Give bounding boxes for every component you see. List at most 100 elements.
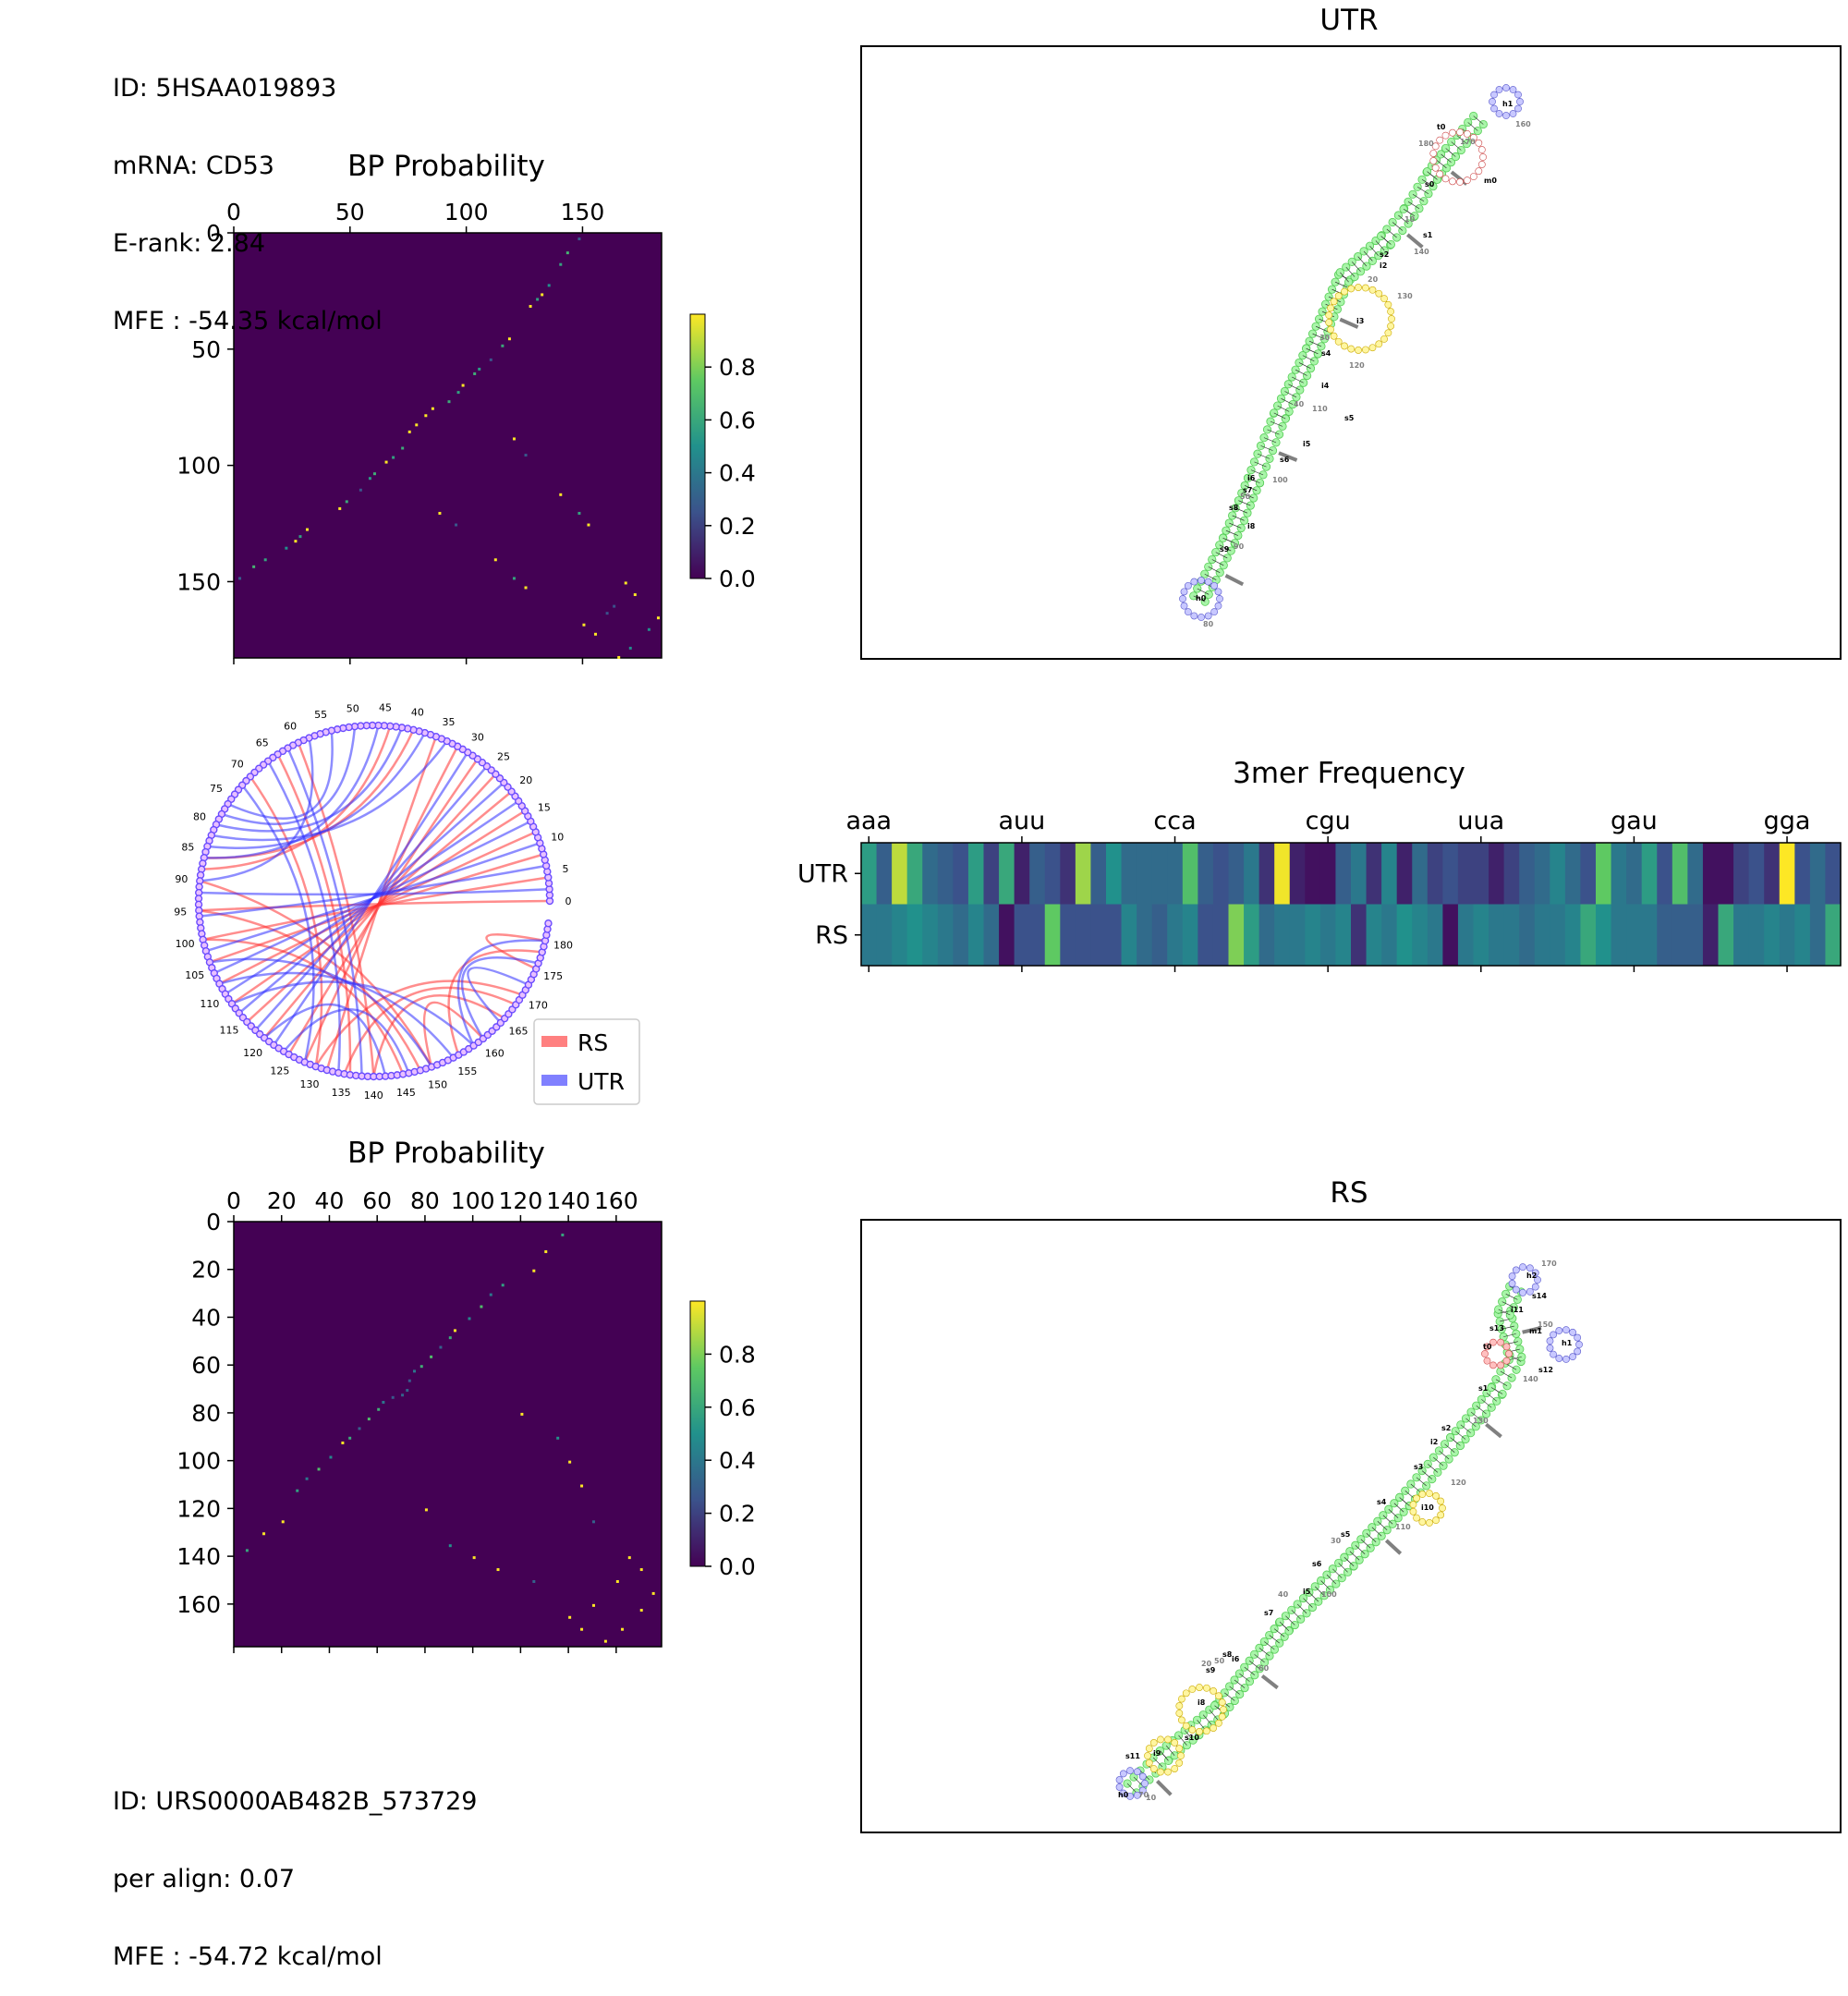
kmer-cell: [1733, 904, 1750, 966]
bp-mark: [496, 1568, 500, 1572]
nucleotide: [1215, 568, 1224, 578]
base-pair: [1225, 529, 1238, 536]
loop-nucleotide: [1325, 311, 1333, 319]
base-pair: [1386, 228, 1397, 238]
loop-nucleotide: [1164, 1735, 1172, 1744]
kmer-cell: [922, 904, 939, 966]
loop-nucleotide: [1481, 1350, 1489, 1357]
kmer-cell: [1779, 904, 1795, 966]
base-pair: [1340, 272, 1349, 283]
kmer-cell: [1182, 904, 1198, 966]
kmer-cell: [1244, 904, 1260, 966]
kmer-cell: [1198, 843, 1214, 905]
loop-nucleotide: [1214, 588, 1222, 596]
loop-nucleotide: [1477, 146, 1486, 153]
base-pair: [1490, 1387, 1503, 1394]
kmer-x-tick-label: cgu: [1306, 807, 1351, 835]
structure-label: s12: [1538, 1366, 1553, 1374]
base-pair: [1126, 1783, 1137, 1794]
kmer-cell: [1550, 843, 1566, 905]
structure-label: h0: [1118, 1791, 1129, 1799]
arc-position-label: 155: [457, 1065, 477, 1077]
loop-nucleotide: [1202, 1684, 1210, 1692]
loop-nucleotide: [1177, 1695, 1185, 1703]
base-pair: [1229, 1686, 1240, 1695]
kmer-cell: [1075, 904, 1092, 966]
kmer-x-tick-label: aaa: [845, 807, 892, 835]
kmer-cell: [906, 843, 923, 905]
loop-nucleotide: [1475, 139, 1483, 147]
arc: [207, 732, 426, 849]
loop-nucleotide: [1157, 1735, 1164, 1744]
bp-mark: [541, 293, 544, 297]
bp-mark: [285, 546, 288, 550]
arc-node: [544, 919, 553, 928]
bp-mark: [384, 460, 388, 464]
y-tick-label: 20: [191, 1257, 221, 1284]
loop-nucleotide: [1490, 91, 1498, 99]
colorbar-tick-label: 0.4: [719, 460, 756, 487]
loop-nucleotide: [1512, 1285, 1520, 1294]
colorbar-utr-ticks: 0.0 0.2 0.4 0.6 0.8: [705, 354, 756, 592]
x-tick-label: 0: [226, 1187, 241, 1214]
bp-mark: [568, 1615, 572, 1619]
nucleotide: [1245, 1677, 1255, 1686]
loop-nucleotide: [1575, 1341, 1583, 1348]
x-tick-label: 140: [546, 1187, 590, 1214]
kmer-cell: [1381, 904, 1398, 966]
colorbar-tick-label: 0.8: [719, 354, 756, 381]
bp-mark: [489, 1293, 492, 1296]
base-pair: [1270, 420, 1283, 427]
base-pair: [1357, 256, 1368, 267]
structure-label: 40: [1278, 1590, 1289, 1599]
nucleotide: [1234, 530, 1243, 541]
nucleotide: [1398, 225, 1407, 236]
bp-mark: [367, 1418, 371, 1421]
base-pair: [1197, 1720, 1206, 1731]
loop-nucleotide: [1327, 325, 1334, 334]
nucleotide: [1222, 554, 1232, 563]
base-pair: [1224, 1692, 1235, 1701]
loop-nucleotide: [1574, 1333, 1582, 1342]
structure-label: s7: [1264, 1609, 1273, 1617]
bp-mark: [561, 1233, 565, 1236]
loop-nucleotide: [1431, 142, 1440, 151]
base-pair: [1232, 515, 1245, 521]
structure-label: 40: [1294, 400, 1305, 408]
base-pair: [1264, 1641, 1275, 1650]
loop-nucleotide: [1204, 612, 1212, 620]
base-pair: [1152, 1757, 1163, 1768]
kmer-cell: [892, 904, 908, 966]
rs-structure-title: RS: [1330, 1176, 1368, 1210]
loop-nucleotide: [1355, 347, 1362, 354]
loop-nucleotide: [1214, 602, 1222, 610]
kmer-cell: [1825, 843, 1842, 905]
structure-label: 110: [1312, 405, 1328, 413]
arc-legend-rs-swatch: [541, 1036, 567, 1047]
loop-nucleotide: [1432, 1491, 1440, 1500]
loop-nucleotide: [1115, 1783, 1124, 1791]
structure-label: 10: [1404, 215, 1416, 224]
arc-position-label: 130: [300, 1078, 320, 1090]
bp-mark: [578, 511, 581, 515]
arc-diagram-panel: 0 5 10 15 20 25 30 35 40 45 50 55 60 65 70 75 80 85 90 95 10…: [174, 701, 640, 1105]
loop-nucleotide: [1526, 1264, 1534, 1272]
colorbar-tick-label: 0.6: [719, 407, 756, 433]
loop-nucleotide: [1569, 1328, 1576, 1336]
nucleotide: [1299, 378, 1308, 387]
x-tick-label: 100: [444, 199, 489, 225]
base-pair: [1393, 1503, 1404, 1513]
loop-nucleotide: [1456, 128, 1464, 136]
kmer-cell: [1794, 904, 1811, 966]
bp-mark: [594, 632, 598, 636]
base-pair: [1473, 116, 1484, 125]
arc-position-label: 170: [529, 999, 548, 1011]
structure-label: 180: [1418, 140, 1434, 148]
utr-info-block: ID: 5HSAA019893 mRNA: CD53 E-rank: 2.84 …: [113, 24, 383, 360]
bp-mark: [565, 251, 569, 255]
kmer-cell: [1427, 843, 1443, 905]
kmer-cell: [937, 843, 954, 905]
kmer-cell: [1580, 843, 1597, 905]
base-pair: [1267, 429, 1280, 435]
loop-nucleotide: [1437, 1511, 1445, 1519]
